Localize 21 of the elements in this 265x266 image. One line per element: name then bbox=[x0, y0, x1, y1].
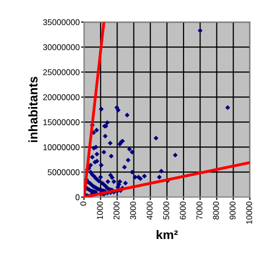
y-tick-label: 5000000 bbox=[48, 169, 80, 176]
x-tick-label: 10000 bbox=[246, 202, 252, 224]
x-axis-title: km² bbox=[156, 230, 178, 240]
y-tick-label: 15000000 bbox=[43, 119, 80, 126]
x-tick-label: 1000 bbox=[96, 202, 103, 220]
x-tick-label: 3000 bbox=[130, 202, 136, 220]
x-tick-label: 6000 bbox=[180, 202, 186, 220]
y-tick-label: 35000000 bbox=[43, 19, 80, 26]
x-tick-label: 8000 bbox=[213, 202, 219, 220]
y-tick-label: 0 bbox=[76, 194, 80, 200]
y-tick-label: 30000000 bbox=[43, 44, 80, 50]
x-tick-label: 9000 bbox=[230, 202, 236, 220]
y-tick-label: 20000000 bbox=[43, 94, 80, 100]
x-tick-label: 7000 bbox=[196, 202, 202, 220]
y-tick-label: 10000000 bbox=[43, 144, 80, 150]
x-tick-label: 0 bbox=[80, 202, 86, 206]
y-axis-title: inhabitants bbox=[28, 76, 38, 142]
x-tick-label: 2000 bbox=[114, 202, 120, 220]
y-tick-label: 25000000 bbox=[43, 69, 80, 76]
x-tick-label: 4000 bbox=[146, 202, 153, 220]
x-tick-label: 5000 bbox=[163, 202, 170, 220]
